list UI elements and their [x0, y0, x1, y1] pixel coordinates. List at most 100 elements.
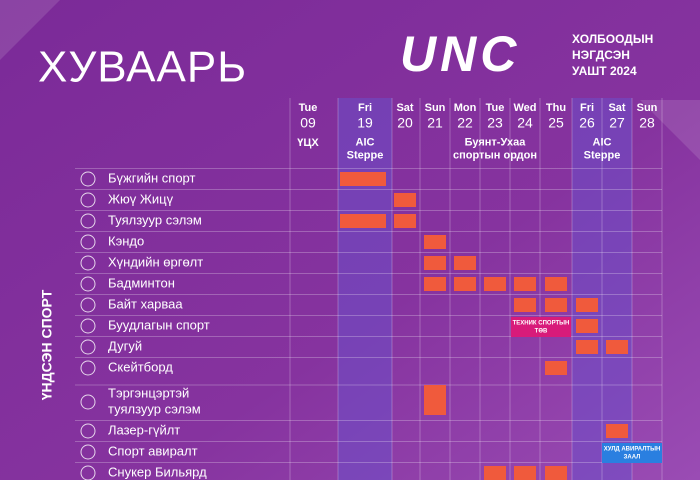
venue-tag: ТЕХНИК СПОРТЫН [513, 321, 570, 327]
sport-icon [80, 255, 96, 271]
venue: спортын ордон [453, 149, 537, 161]
labels: Tue09Fri19Sat20Sun21Mon22Tue23Wed24Thu25… [80, 102, 661, 480]
sport-icon [80, 276, 96, 292]
sport-icon [80, 234, 96, 250]
venue-tag-box [511, 317, 571, 337]
sport-name: Дугуй [108, 338, 142, 353]
day-weekday: Sat [608, 102, 625, 114]
session [454, 256, 476, 270]
sport-name: туялзуур сэлэм [108, 401, 201, 416]
session [545, 298, 567, 312]
day-date: 19 [357, 115, 373, 131]
triangle-pattern [0, 0, 700, 160]
title: ХУВААРЬ [38, 43, 247, 92]
venue: Буянт-Ухаа [465, 136, 527, 148]
session [424, 385, 446, 415]
venue: AIC [356, 136, 375, 148]
day-date: 09 [300, 115, 316, 131]
sport-name: Жюү Жицү [108, 191, 174, 206]
logo-text: УАШТ 2024 [572, 64, 637, 78]
session [514, 298, 536, 312]
day-weekday: Sat [396, 102, 413, 114]
day-date: 24 [517, 115, 533, 131]
session [576, 340, 598, 354]
sport-name: Хүндийн өргөлт [108, 254, 203, 269]
logo-text: ХОЛБООДЫН [572, 32, 653, 46]
logo-text: НЭГДСЭН [572, 48, 630, 62]
day-weekday: Tue [299, 102, 318, 114]
venue: Steppe [347, 149, 384, 161]
sport-name: Байт харваа [108, 296, 183, 311]
day-weekday: Tue [486, 102, 505, 114]
sport-name: Буудлагын спорт [108, 317, 210, 332]
session [394, 214, 416, 228]
day-date: 21 [427, 115, 443, 131]
grid [75, 98, 663, 480]
venue: Steppe [584, 149, 621, 161]
session [424, 277, 446, 291]
session [484, 277, 506, 291]
day-date: 28 [639, 115, 655, 131]
sport-icon [80, 360, 96, 376]
session [424, 256, 446, 270]
day-weekday: Fri [358, 102, 372, 114]
sport-name: Бүжгийн спорт [108, 170, 195, 185]
day-weekday: Sun [637, 102, 658, 114]
day-date: 23 [487, 115, 503, 131]
session [576, 298, 598, 312]
session [545, 277, 567, 291]
sport-icon [80, 423, 96, 439]
sport-icon [80, 213, 96, 229]
session [514, 277, 536, 291]
sport-icon [80, 339, 96, 355]
session [606, 340, 628, 354]
session [576, 319, 598, 333]
sport-icon [80, 318, 96, 334]
session [454, 277, 476, 291]
sport-name: Снукер Бильярд [108, 464, 207, 479]
day-weekday: Wed [513, 102, 536, 114]
day-weekday: Mon [454, 102, 477, 114]
session [394, 193, 416, 207]
sport-name: Спорт авиралт [108, 443, 198, 458]
sport-name: Кэндо [108, 233, 144, 248]
session [545, 361, 567, 375]
venue-tag: ТӨВ [535, 329, 548, 335]
day-date: 20 [397, 115, 413, 131]
sport-name: Лазер-гүйлт [108, 422, 180, 437]
highlight-column [338, 98, 392, 480]
venue-tag-box [602, 443, 662, 463]
sport-name: Скейтборд [108, 359, 173, 374]
session [424, 235, 446, 249]
day-date: 26 [579, 115, 595, 131]
sport-icon [80, 297, 96, 313]
session [340, 172, 386, 186]
sport-icon [80, 192, 96, 208]
session-cells [340, 172, 662, 480]
day-date: 22 [457, 115, 473, 131]
venue: AIC [593, 136, 612, 148]
sport-name: Тэргэнцэртэй [108, 385, 189, 400]
sport-icon [80, 444, 96, 460]
sport-name: Туялзуур сэлэм [108, 212, 202, 227]
session [545, 466, 567, 480]
session [514, 466, 536, 480]
highlight-column [572, 98, 632, 480]
sport-icon [80, 394, 96, 410]
session [606, 424, 628, 438]
day-weekday: Thu [546, 102, 566, 114]
venue-tag: ЗААЛ [624, 455, 641, 461]
sport-name: Бадминтон [108, 275, 175, 290]
session [340, 214, 386, 228]
day-weekday: Sun [425, 102, 446, 114]
venue: ҮЦХ [297, 137, 319, 149]
sport-icon [80, 171, 96, 187]
day-date: 27 [609, 115, 625, 131]
section-label: ҮНДСЭН СПОРТ [39, 289, 55, 400]
day-date: 25 [548, 115, 564, 131]
day-weekday: Fri [580, 102, 594, 114]
sport-icon [80, 465, 96, 480]
logo: UNC [400, 26, 520, 82]
venue-tag: ХУЛД АВИРАЛТЫН [604, 447, 661, 453]
